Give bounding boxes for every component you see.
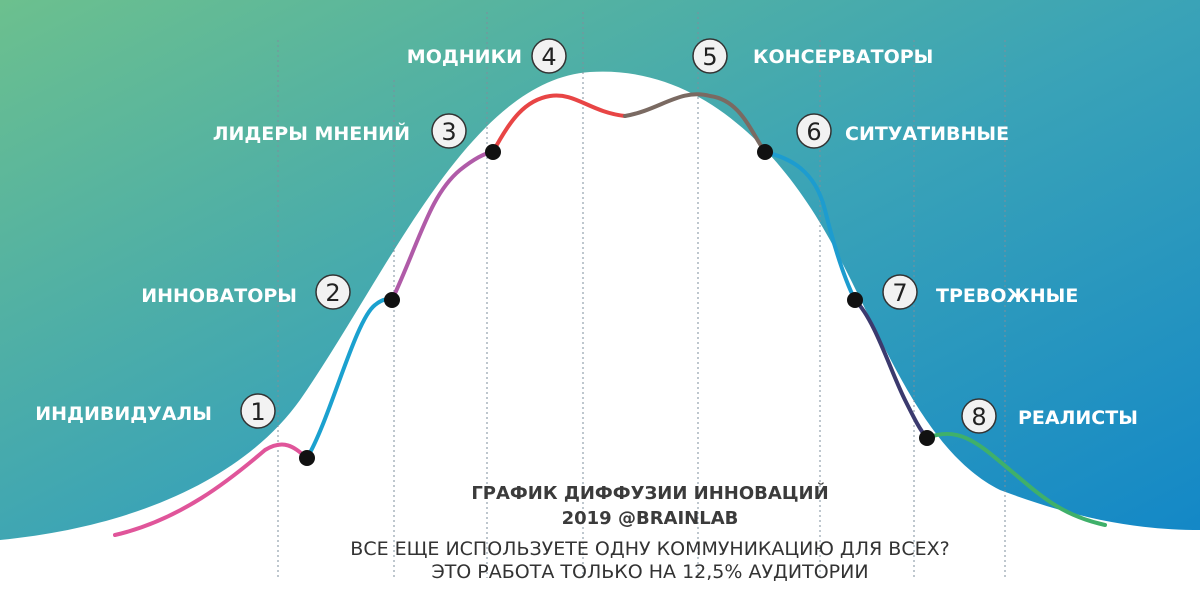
segment-label: ТРЕВОЖНЫЕ [936, 285, 1078, 307]
segment-line-realists [925, 432, 1107, 527]
segment-label: СИТУАТИВНЫЕ [845, 123, 1009, 145]
segment-label: КОНСЕРВАТОРЫ [753, 46, 933, 68]
number-badge-text: 4 [541, 43, 556, 71]
segment-1: ИНДИВИДУАЛЫ 1 [35, 393, 276, 429]
number-badge-text: 8 [971, 403, 986, 431]
number-badge-text: 3 [441, 118, 456, 146]
segment-line-conservatives [623, 92, 767, 154]
number-badge-text: 7 [892, 279, 907, 307]
number-badge [315, 274, 351, 310]
junction-dot [384, 292, 400, 308]
segment-3: ЛИДЕРЫ МНЕНИЙ 3 [213, 113, 467, 149]
segment-6: 6 СИТУАТИВНЫЕ [796, 113, 1009, 149]
bell-curve-area [0, 71, 1200, 604]
segment-lines [113, 92, 1107, 537]
segment-label: ИНДИВИДУАЛЫ [35, 403, 212, 425]
number-badge [796, 113, 832, 149]
junction-dot [847, 292, 863, 308]
number-badge [692, 38, 728, 74]
segment-8: 8 РЕАЛИСТЫ [961, 398, 1138, 434]
number-badge [240, 393, 276, 429]
number-badge [531, 38, 567, 74]
segment-label: ИННОВАТОРЫ [141, 285, 297, 307]
segment-2: ИННОВАТОРЫ 2 [141, 274, 351, 310]
number-badge [961, 398, 997, 434]
segment-line-opinion-leaders [390, 150, 495, 302]
segment-line-individuals [113, 442, 309, 537]
junction-dot [757, 144, 773, 160]
junction-points [299, 144, 935, 466]
caption-year-brand: 2019 @BRAINLAB [561, 508, 739, 529]
segment-line-anxious [853, 298, 929, 440]
caption-line-2: ЭТО РАБОТА ТОЛЬКО НА 12,5% АУДИТОРИИ [431, 561, 869, 583]
number-badge [882, 274, 918, 310]
caption-title: ГРАФИК ДИФФУЗИИ ИННОВАЦИЙ [471, 483, 829, 504]
segment-label: ЛИДЕРЫ МНЕНИЙ [213, 122, 410, 145]
number-badge [431, 113, 467, 149]
segment-line-trendsetters [491, 93, 627, 154]
segment-label: РЕАЛИСТЫ [1018, 407, 1138, 429]
number-badge-text: 2 [325, 279, 340, 307]
segment-label: МОДНИКИ [407, 46, 522, 68]
segment-7: 7 ТРЕВОЖНЫЕ [882, 274, 1078, 310]
number-badge-text: 6 [806, 118, 821, 146]
caption-line-1: ВСЕ ЕЩЕ ИСПОЛЬЗУЕТЕ ОДНУ КОММУНИКАЦИЮ ДЛ… [350, 538, 950, 560]
number-badge-text: 5 [702, 43, 717, 71]
guide-lines [277, 12, 1006, 578]
segment-4: МОДНИКИ 4 [407, 38, 567, 74]
number-badge-text: 1 [250, 398, 265, 426]
segment-line-situational [763, 150, 857, 302]
segment-5: 5 КОНСЕРВАТОРЫ [692, 38, 933, 74]
junction-dot [919, 430, 935, 446]
junction-dot [299, 450, 315, 466]
junction-dot [485, 144, 501, 160]
